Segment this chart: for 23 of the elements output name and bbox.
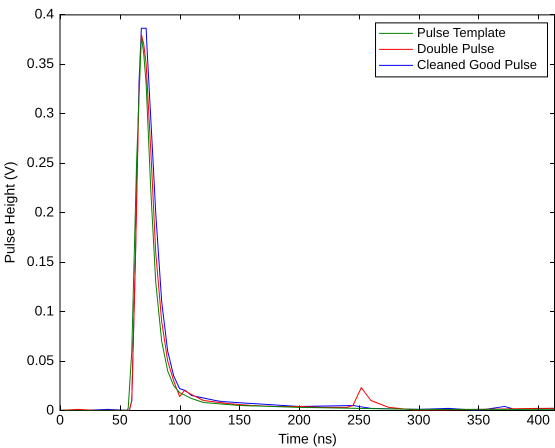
legend-label: Double Pulse: [417, 40, 494, 56]
x-tick-label: 400: [526, 412, 550, 428]
x-axis-title: Time (ns): [278, 430, 337, 446]
y-tick-label: 0.15: [26, 252, 54, 269]
x-tick-label: 150: [228, 412, 252, 428]
x-tick-label: 250: [347, 412, 371, 428]
x-tick-label: 50: [112, 412, 128, 428]
y-axis-title: Pulse Height (V): [1, 161, 18, 264]
x-tick-label: 300: [407, 412, 431, 428]
x-tick-label: 0: [56, 412, 64, 428]
y-tick-label: 0.1: [34, 302, 54, 318]
y-tick-label: 0.4: [34, 5, 54, 22]
legend-label: Cleaned Good Pulse: [417, 56, 538, 72]
y-tick-label: 0.3: [34, 104, 54, 120]
legend-label: Pulse Template: [417, 24, 506, 40]
y-tick-label: 0.2: [34, 203, 54, 220]
y-tick-label: 0: [46, 401, 54, 418]
y-tick-label: 0.25: [26, 154, 54, 170]
x-tick-label: 350: [466, 412, 490, 428]
x-tick-label: 100: [168, 412, 192, 428]
y-tick-label: 0.05: [26, 352, 54, 368]
y-tick-label: 0.35: [26, 54, 54, 71]
x-tick-label: 200: [287, 412, 312, 428]
